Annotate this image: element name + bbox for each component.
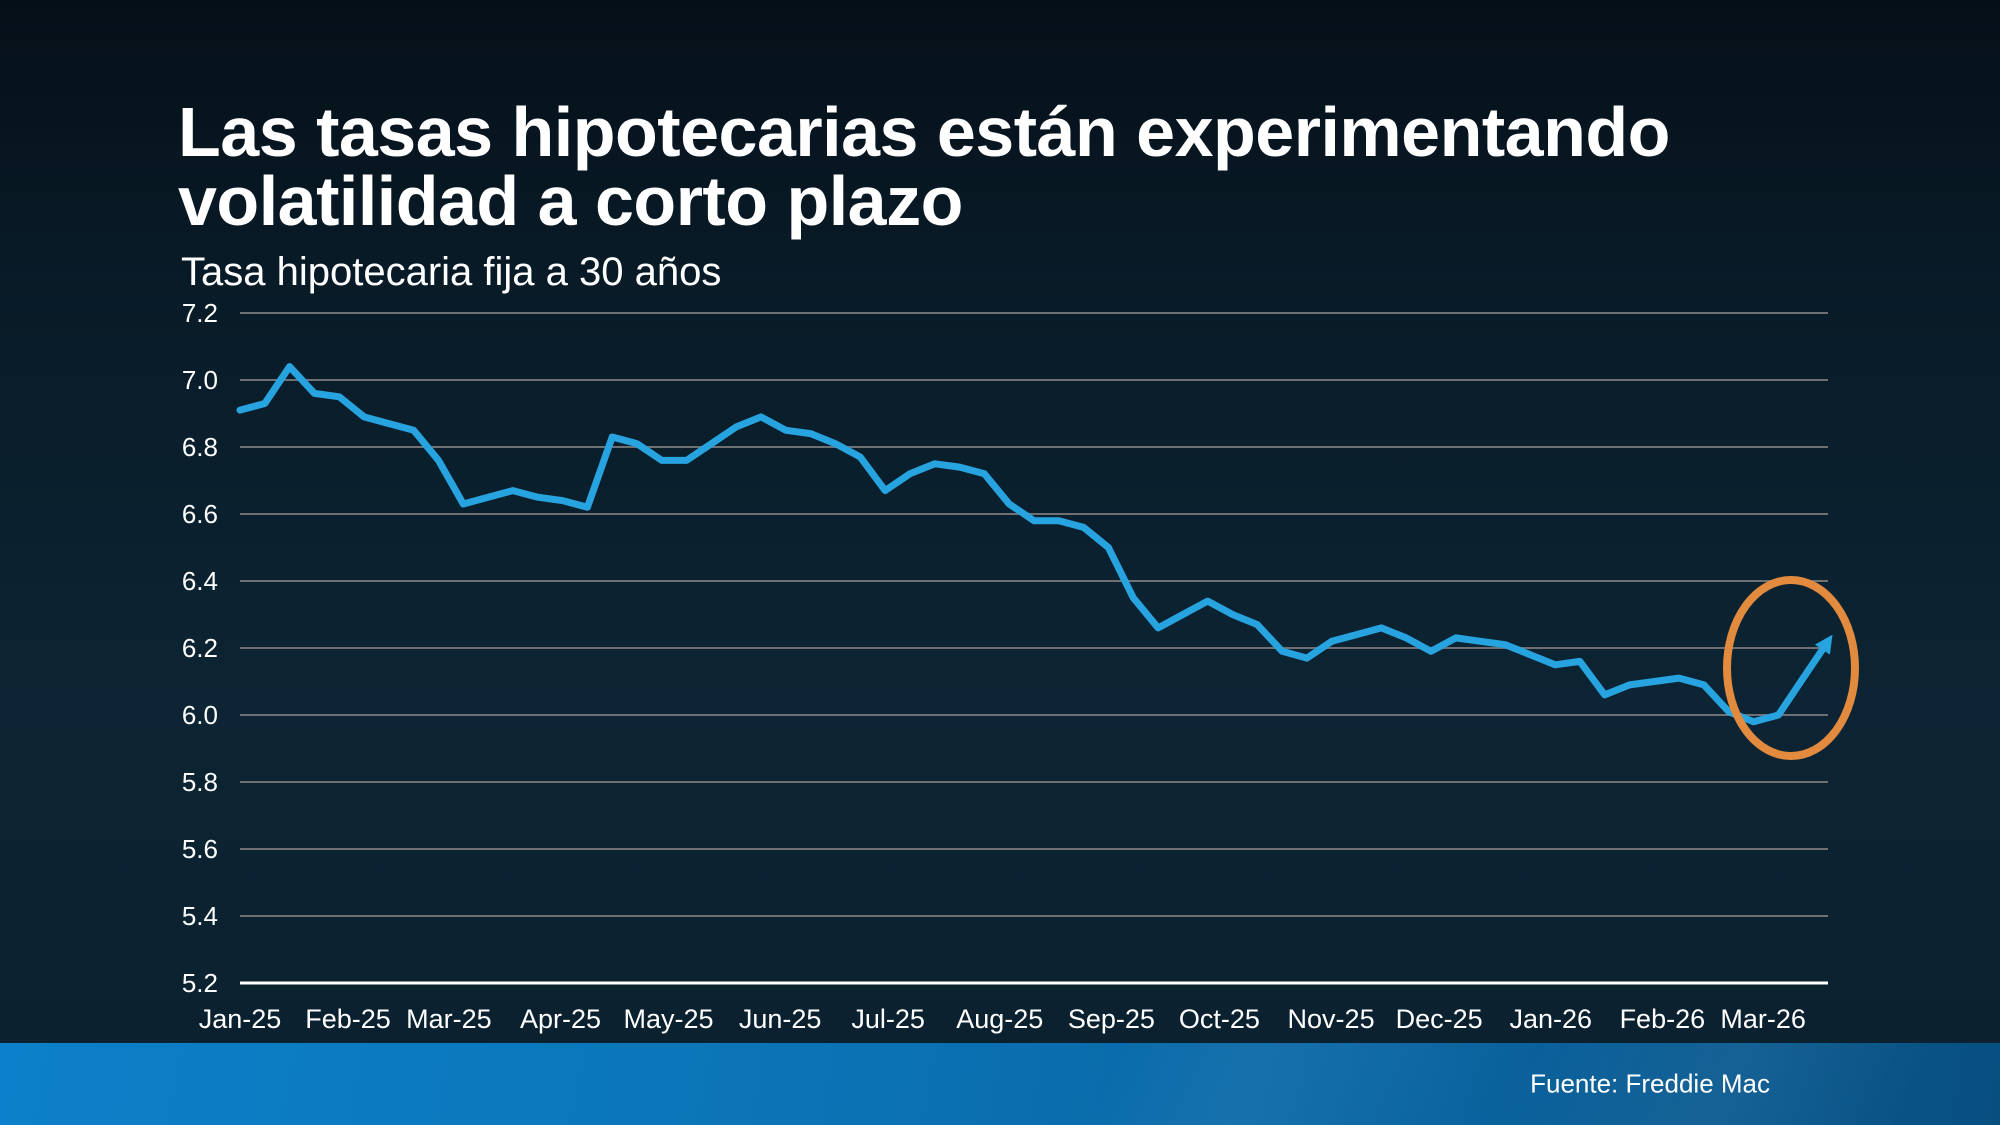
x-axis-label: Mar-26: [1720, 1004, 1806, 1034]
y-axis-label: 5.2: [182, 968, 218, 998]
y-axis-label: 6.6: [182, 499, 218, 529]
y-axis-label: 5.6: [182, 834, 218, 864]
page-title: Las tasas hipotecarias están experimenta…: [178, 93, 1670, 240]
x-axis-label: Jun-25: [739, 1004, 822, 1034]
page-title-line1: Las tasas hipotecarias están experimenta…: [178, 93, 1670, 171]
y-axis-label: 7.2: [182, 298, 218, 328]
y-axis-label: 6.0: [182, 700, 218, 730]
source-credit: Fuente: Freddie Mac: [1530, 1068, 1770, 1099]
x-axis-label: Sep-25: [1068, 1004, 1155, 1034]
x-axis-label: Oct-25: [1179, 1004, 1260, 1034]
x-axis-label: Feb-26: [1620, 1004, 1706, 1034]
x-axis-label: Mar-25: [406, 1004, 492, 1034]
x-axis-label: Aug-25: [956, 1004, 1043, 1034]
y-axis-label: 6.4: [182, 566, 218, 596]
rate-line-arrowhead: [1814, 634, 1833, 655]
y-axis-label: 6.2: [182, 633, 218, 663]
x-axis-label: Nov-25: [1288, 1004, 1375, 1034]
y-axis-label: 5.8: [182, 767, 218, 797]
x-axis-label: Apr-25: [520, 1004, 601, 1034]
x-axis-label: Jan-26: [1509, 1004, 1592, 1034]
y-axis-label: 7.0: [182, 365, 218, 395]
y-axis-label: 5.4: [182, 901, 218, 931]
x-axis-label: May-25: [623, 1004, 713, 1034]
footer-bar: Fuente: Freddie Mac: [0, 1043, 2000, 1125]
page-title-line2: volatilidad a corto plazo: [178, 162, 963, 240]
x-axis-label: Feb-25: [305, 1004, 391, 1034]
x-axis-label: Jan-25: [199, 1004, 282, 1034]
y-axis-label: 6.8: [182, 432, 218, 462]
x-axis-label: Jul-25: [851, 1004, 925, 1034]
x-axis-label: Dec-25: [1396, 1004, 1483, 1034]
highlight-ellipse: [1723, 576, 1859, 760]
rate-line: [236, 363, 1832, 726]
chart-subtitle: Tasa hipotecaria fija a 30 años: [181, 250, 722, 294]
